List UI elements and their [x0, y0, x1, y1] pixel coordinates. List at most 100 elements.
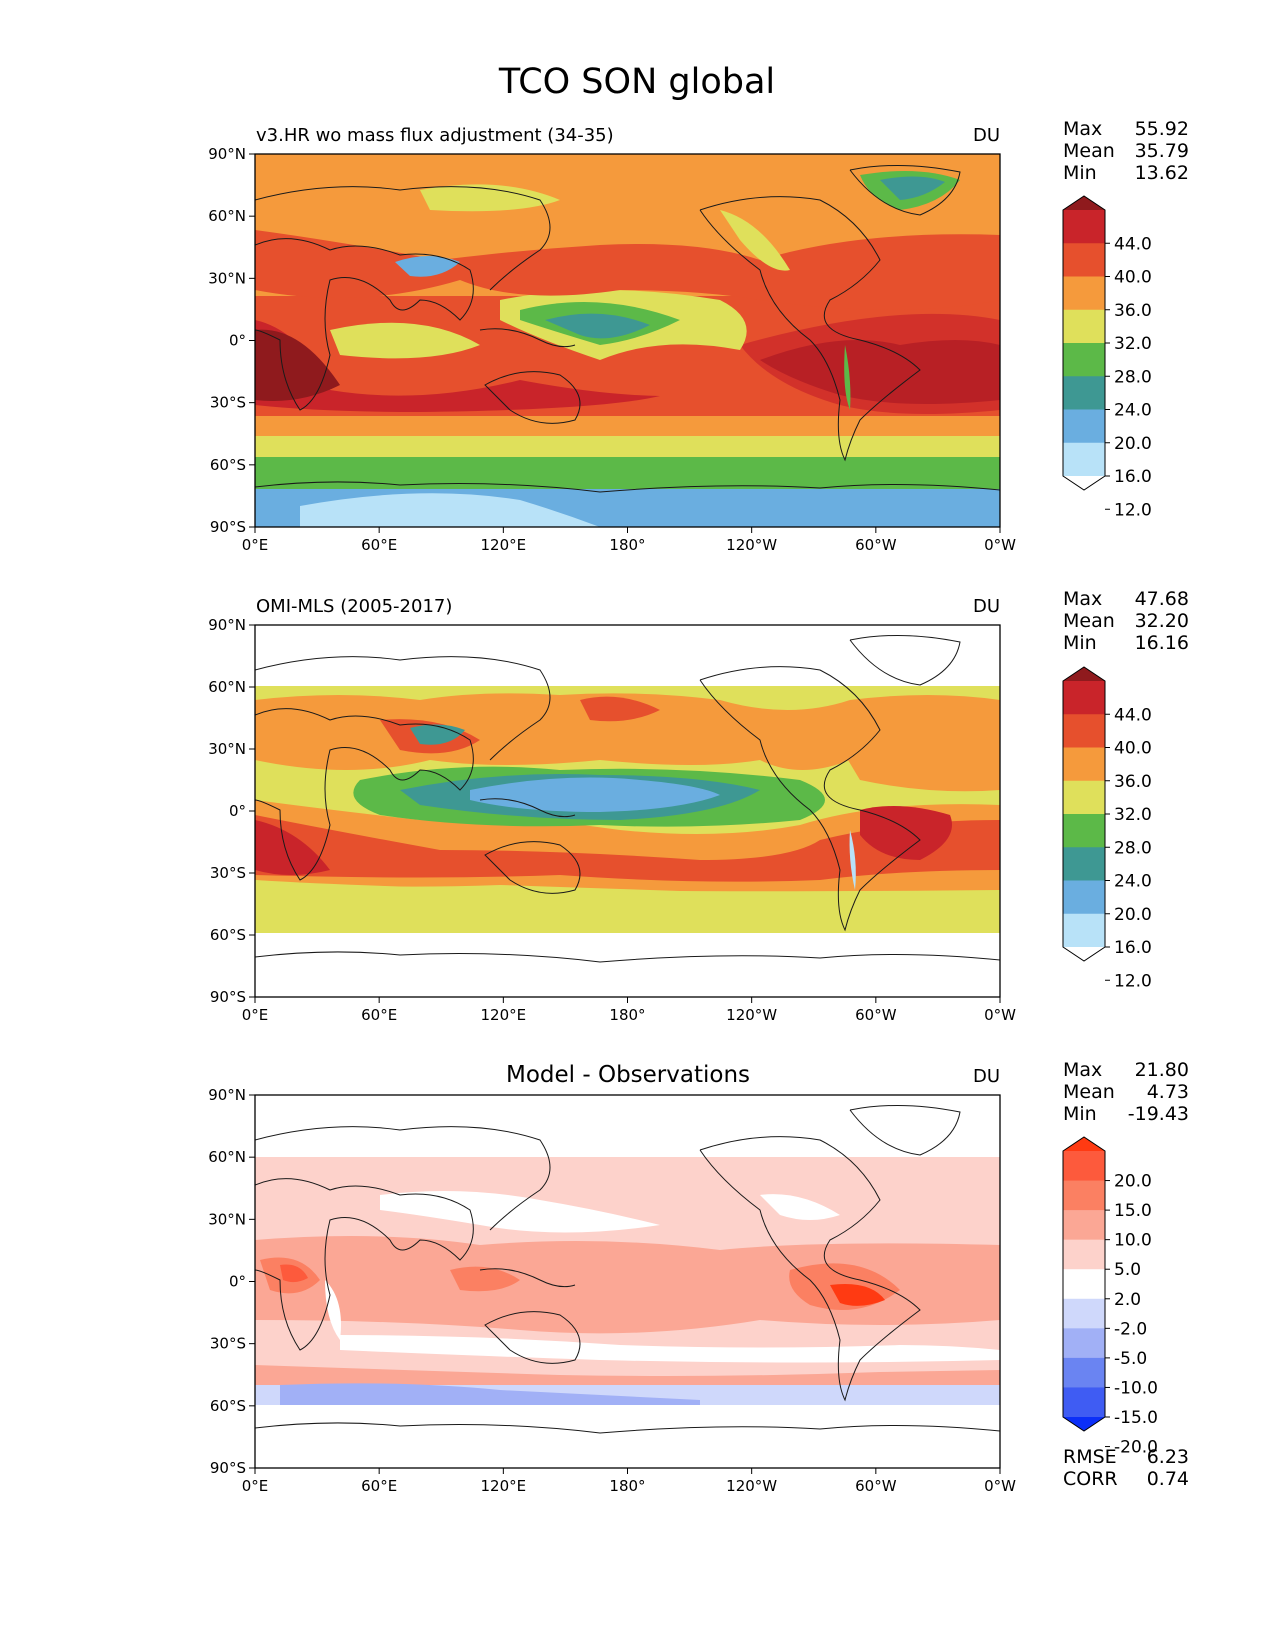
colorbar-extend-max	[1063, 196, 1105, 210]
white-north	[380, 1191, 660, 1233]
stat-mean-value: 32.20	[1135, 610, 1189, 632]
colorbar-extend-min	[1063, 1417, 1105, 1431]
colorbar-swatch	[1063, 780, 1105, 815]
pacific-teal	[545, 313, 650, 339]
colorbar-swatch	[1063, 847, 1105, 881]
colorbar-label: 5.0	[1114, 1260, 1141, 1280]
lat-tick-label: 30°N	[208, 740, 246, 758]
colorbar-swatch	[1063, 409, 1105, 444]
colorbar-label: -15.0	[1114, 1408, 1158, 1428]
lat-tick-label: 60°N	[208, 678, 246, 696]
stat-min-value: 13.62	[1135, 162, 1189, 184]
lat-tick-label: 30°N	[208, 269, 246, 287]
colorbar-swatch	[1063, 1180, 1105, 1211]
south-red	[255, 815, 1000, 882]
colorbar-label: -5.0	[1114, 1349, 1147, 1369]
colorbar-label: 36.0	[1114, 772, 1152, 792]
north-orange-high	[300, 160, 1000, 250]
colorbar-swatch	[1063, 1328, 1105, 1359]
stat-rmse-label: RMSE	[1063, 1446, 1117, 1468]
band-southern-green	[255, 455, 1000, 489]
stat-rmse-value: 6.23	[1147, 1446, 1189, 1468]
tropical-blue	[470, 777, 720, 812]
samerica-hot-core	[830, 1284, 885, 1306]
lon-tick-label: 0°E	[242, 536, 269, 554]
colorbar-swatch	[1063, 376, 1105, 410]
lon-tick-label: 0°W	[984, 1477, 1016, 1495]
colorbar-label: 2.0	[1114, 1290, 1141, 1310]
lon-tick-label: 180°	[609, 1006, 645, 1024]
stat-min-value: 16.16	[1135, 632, 1189, 654]
stats-observations: Max 47.68 Mean 32.20 Min 16.16	[1063, 588, 1189, 654]
colorbar-label: 15.0	[1114, 1201, 1152, 1221]
lat-tick-label: 30°S	[210, 1335, 246, 1353]
stat-max-value: 55.92	[1135, 118, 1189, 140]
white-namerica	[760, 1194, 840, 1220]
tibet-blue	[395, 256, 460, 277]
africa-max	[255, 329, 340, 401]
map-field-observations	[255, 686, 1000, 933]
map-field-difference	[255, 1157, 1000, 1405]
colorbar-swatch	[1063, 681, 1105, 715]
lat-tick-label: 30°S	[210, 394, 246, 412]
lon-tick-label: 0°E	[242, 1477, 269, 1495]
band-south-maxima	[255, 320, 660, 412]
lon-tick-label: 0°W	[984, 1006, 1016, 1024]
colorbar-label: 16.0	[1114, 467, 1152, 487]
colorbar-label: 20.0	[1114, 905, 1152, 925]
africa-white	[325, 1280, 341, 1340]
colorbar-swatch	[1063, 913, 1105, 948]
andes-green	[844, 345, 851, 410]
map-field-model	[255, 154, 1000, 527]
lon-tick-label: 120°E	[481, 1006, 527, 1024]
panel-units-difference: DU	[973, 1066, 1000, 1087]
lon-tick-label: 180°	[609, 1477, 645, 1495]
panel-model: 0°E 60°E 120°E 180° 120°W 60°W 0°W 90°N 60°N 30°N…	[208, 118, 1189, 554]
lon-tick-label: 60°W	[855, 1477, 897, 1495]
north-red-patches	[580, 696, 660, 722]
colorbar-label: 28.0	[1114, 367, 1152, 387]
colorbar-extend-min	[1063, 947, 1105, 961]
atlantic-orange	[830, 726, 1000, 792]
colorbar-label: 12.0	[1114, 971, 1152, 991]
lon-tick-label: 120°W	[726, 536, 777, 554]
tibet-teal	[410, 724, 465, 745]
panel-left-title-observations: OMI-MLS (2005-2017)	[256, 596, 452, 617]
colorbar-label: 40.0	[1114, 739, 1152, 759]
south-atlantic-red	[740, 313, 1000, 414]
stat-mean-label: Mean	[1063, 1081, 1115, 1103]
lon-tick-label: 120°E	[481, 536, 527, 554]
stats-difference: Max 21.80 Mean 4.73 Min -19.43 RMSE 6.23…	[1063, 1059, 1189, 1490]
colorbar-swatch	[1063, 1151, 1105, 1182]
colorbar-swatch	[1063, 1269, 1105, 1300]
colorbar-swatch	[1063, 243, 1105, 277]
colorbar-difference: 20.0 15.0 10.0 5.0 2.0 -2.0 -5.0 -10.0 -15.0 -20.…	[1062, 1136, 1158, 1458]
colorbar-label: 24.0	[1114, 401, 1152, 421]
lon-tick-label: 60°E	[361, 536, 397, 554]
coastlines-difference	[255, 1104, 1000, 1434]
lat-tick-label: 90°N	[208, 616, 246, 634]
stat-max-value: 47.68	[1135, 588, 1189, 610]
colorbar-label: 28.0	[1114, 838, 1152, 858]
panel-left-title-model: v3.HR wo mass flux adjustment (34-35)	[256, 125, 614, 146]
stat-mean-label: Mean	[1063, 140, 1115, 162]
lon-tick-label: 120°E	[481, 1477, 527, 1495]
samerica-red	[860, 806, 952, 860]
lat-tick-label: 0°	[229, 802, 246, 820]
colorbar-swatch	[1063, 442, 1105, 477]
lat-tick-label: 30°S	[210, 864, 246, 882]
colorbar-model: 44.0 40.0 36.0 32.0 28.0 24.0 20.0 16.0 12.0	[1062, 195, 1152, 520]
colorbar-label: 24.0	[1114, 872, 1152, 892]
colorbar-label: 16.0	[1114, 938, 1152, 958]
axes-model: 0°E 60°E 120°E 180° 120°W 60°W 0°W 90°N 60°N 30°N…	[208, 145, 1016, 554]
lon-tick-label: 60°W	[855, 536, 897, 554]
colorbar-swatch	[1063, 1298, 1105, 1329]
colorbar-swatch	[1063, 276, 1105, 311]
colorbar-swatch	[1063, 814, 1105, 848]
south-salmon	[255, 1365, 1000, 1385]
band-southern-orange	[255, 414, 1000, 436]
colorbar-label: -10.0	[1114, 1378, 1158, 1398]
southern-yellow	[255, 880, 1000, 933]
colorbar-swatch	[1063, 714, 1105, 748]
stat-max-label: Max	[1063, 1059, 1102, 1081]
